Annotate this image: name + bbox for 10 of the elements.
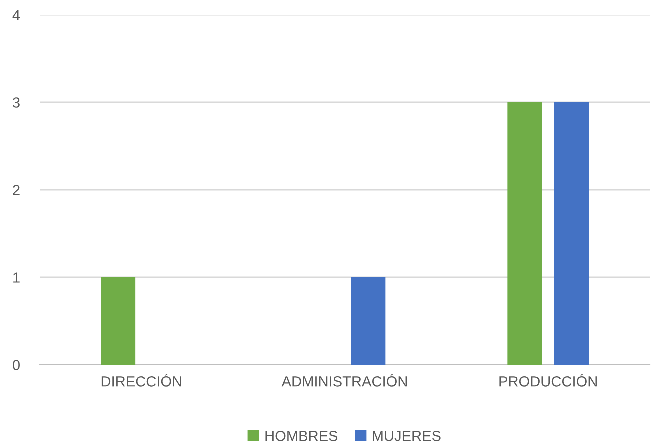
x-tick-label: PRODUCCIÓN	[500, 374, 597, 387]
x-tick-label: DIRECCIÓN	[102, 374, 182, 387]
legend-label: HOMBRES	[266, 431, 338, 441]
legend-label: MUJERES	[373, 431, 441, 441]
y-tick-label: 1	[14, 272, 20, 283]
y-tick-label: 2	[13, 185, 20, 196]
y-tick-label: 0	[13, 360, 20, 370]
x-tick-label: ADMINISTRACIÓN	[282, 374, 408, 387]
y-tick-label: 4	[12, 10, 20, 20]
y-tick-label: 3	[13, 98, 20, 108]
